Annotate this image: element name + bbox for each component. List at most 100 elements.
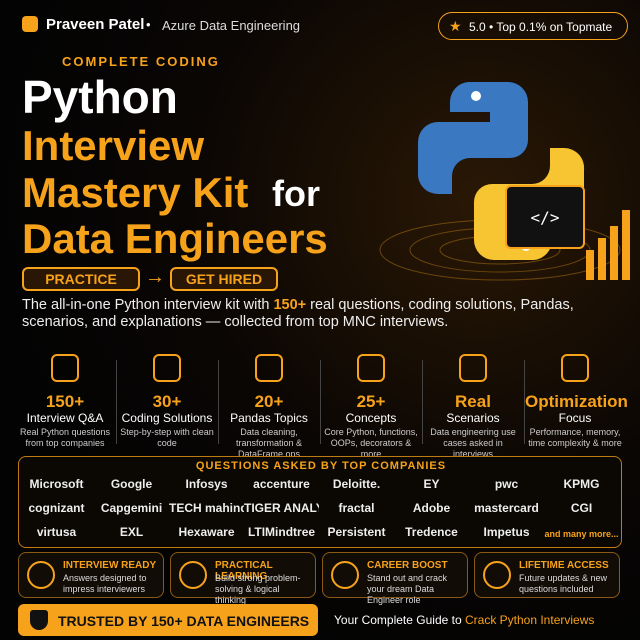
divider bbox=[116, 360, 117, 444]
stat-label: Coding Solutions bbox=[121, 411, 213, 425]
company-logo: Microsoft bbox=[29, 477, 84, 491]
stat-desc: Data engineering use cases asked in inte… bbox=[430, 427, 516, 459]
company-logo: EY bbox=[423, 477, 440, 491]
stat-number: Real bbox=[455, 392, 491, 411]
star-icon: ★ bbox=[449, 18, 462, 34]
stat-number: 30+ bbox=[152, 392, 182, 411]
feature-icon bbox=[27, 561, 55, 589]
company-logo: Persistent bbox=[327, 525, 386, 539]
stat-number: 20+ bbox=[254, 392, 284, 411]
feature-icon bbox=[483, 561, 511, 589]
stat-label: Pandas Topics bbox=[230, 411, 308, 425]
stat-desc: Step-by-step with clean code bbox=[120, 427, 214, 448]
stat-number: 150+ bbox=[45, 392, 85, 411]
shield-icon bbox=[30, 610, 48, 630]
stat-icon bbox=[459, 354, 487, 382]
feature-card: INTERVIEW READY Answers designed to impre… bbox=[18, 552, 164, 598]
company-logo: EXL bbox=[119, 525, 144, 539]
features-row: INTERVIEW READY Answers designed to impre… bbox=[18, 552, 622, 605]
feature-desc: Answers designed to impress interviewers bbox=[63, 573, 147, 594]
stat-number: 25+ bbox=[356, 392, 386, 411]
company-logo: Infosys bbox=[185, 477, 228, 491]
company-logo: Hexaware bbox=[178, 525, 235, 539]
company-logo: mastercard bbox=[474, 501, 539, 515]
title-line: Python bbox=[22, 71, 178, 123]
svg-text:</>: </> bbox=[531, 208, 560, 227]
stat: 25+ Concepts Core Python, functions, OOPs,… bbox=[321, 352, 421, 460]
feature-desc: Stand out and crack your dream Data Engi… bbox=[367, 573, 448, 605]
company-logo: KPMG bbox=[563, 477, 600, 491]
python-illustration: </> bbox=[379, 82, 630, 281]
stats-row: 150+ Interview Q&A Real Python questions f… bbox=[15, 352, 628, 459]
stat-label: Focus bbox=[558, 411, 592, 425]
company-logo: TIGER ANALYTICS bbox=[244, 501, 319, 515]
divider bbox=[218, 360, 219, 444]
feature-icon bbox=[179, 561, 207, 589]
feature-card: CAREER BOOST Stand out and crack your dre… bbox=[322, 552, 468, 605]
stat-label: Interview Q&A bbox=[26, 411, 104, 425]
company-logo: Adobe bbox=[412, 501, 451, 515]
eyebrow: COMPLETE CODING bbox=[62, 54, 220, 69]
hired-button: GET HIRED bbox=[170, 267, 278, 291]
stat: 20+ Pandas Topics Data cleaning, transform… bbox=[219, 352, 319, 460]
description: The all-in-one Python interview kit with… bbox=[22, 297, 622, 331]
feature-title: PRACTICAL LEARNING bbox=[215, 560, 273, 582]
separator: • bbox=[146, 17, 151, 32]
trust-badge: TRUSTED BY 150+ DATA ENGINEERS bbox=[18, 604, 318, 636]
stat-icon bbox=[357, 354, 385, 382]
stat-desc: Core Python, functions, OOPs, decorators… bbox=[324, 427, 418, 459]
stat-desc: Data cleaning, transformation & DataFram… bbox=[235, 427, 303, 459]
footer-tagline: Your Complete Guide to Crack Python Inte… bbox=[334, 613, 594, 627]
company-logo: CGI bbox=[570, 501, 593, 515]
company-logo: Google bbox=[110, 477, 153, 491]
rating-badge: ★ 5.0 • Top 0.1% on Topmate bbox=[438, 12, 628, 40]
feature-card: LIFETIME ACCESS Future updates & new ques… bbox=[474, 552, 620, 598]
title-line: Mastery Kit bbox=[22, 169, 249, 216]
feature-desc: Future updates & new questions included bbox=[519, 573, 608, 594]
company-logo: accenture bbox=[253, 477, 310, 491]
text: The all-in-one Python interview kit with bbox=[22, 297, 274, 313]
text: real questions, coding solutions, Pandas… bbox=[22, 297, 574, 330]
company-logo: Tredence bbox=[405, 525, 458, 539]
divider bbox=[422, 360, 423, 444]
company-logo: LTIMindtree bbox=[247, 525, 316, 539]
stat-icon bbox=[51, 354, 79, 382]
feature-title: LIFETIME ACCESS bbox=[519, 560, 609, 571]
company-logo: Impetus bbox=[483, 525, 530, 539]
feature-title: CAREER BOOST bbox=[367, 560, 448, 571]
company-logo: cognizant bbox=[28, 501, 85, 515]
stat: Optimization Focus Performance, memory, ti… bbox=[525, 352, 628, 449]
divider bbox=[320, 360, 321, 444]
rating-text: 5.0 • Top 0.1% on Topmate bbox=[469, 20, 613, 34]
title-line: Interview bbox=[22, 122, 205, 169]
divider bbox=[524, 360, 525, 444]
brand-icon bbox=[22, 16, 38, 32]
stat-number: Optimization bbox=[525, 392, 628, 411]
trust-text: TRUSTED BY 150+ DATA ENGINEERS bbox=[58, 613, 310, 629]
company-logo: Deloitte. bbox=[332, 477, 381, 491]
text: Your Complete Guide to bbox=[334, 613, 462, 627]
highlight: Crack Python Interviews bbox=[464, 613, 595, 627]
feature-title: INTERVIEW READY bbox=[63, 560, 157, 571]
stat-desc: Performance, memory, time complexity & m… bbox=[528, 427, 622, 448]
highlight: 150+ bbox=[273, 297, 307, 313]
title-line: Data Engineers bbox=[22, 215, 328, 262]
feature-icon bbox=[331, 561, 359, 589]
stat: 150+ Interview Q&A Real Python questions f… bbox=[15, 352, 115, 449]
stat-label: Scenarios bbox=[446, 411, 500, 425]
stat-icon bbox=[255, 354, 283, 382]
feature-desc: Build strong problem-solving & logical t… bbox=[215, 573, 301, 605]
practice-button: PRACTICE bbox=[22, 267, 140, 291]
company-logo: Capgemini bbox=[100, 501, 163, 515]
author-role: Azure Data Engineering bbox=[162, 18, 301, 33]
companies-panel: QUESTIONS ASKED BY TOP COMPANIES Microso… bbox=[18, 456, 622, 548]
company-logo: fractal bbox=[338, 501, 375, 515]
title-line: for bbox=[272, 173, 320, 214]
stat-icon bbox=[153, 354, 181, 382]
arrow: → bbox=[145, 266, 165, 288]
stat-icon bbox=[561, 354, 589, 382]
stat-desc: Real Python questions from top companies bbox=[19, 427, 111, 448]
company-logo: virtusa bbox=[36, 525, 77, 539]
company-logo: TECH mahindra bbox=[169, 501, 244, 515]
